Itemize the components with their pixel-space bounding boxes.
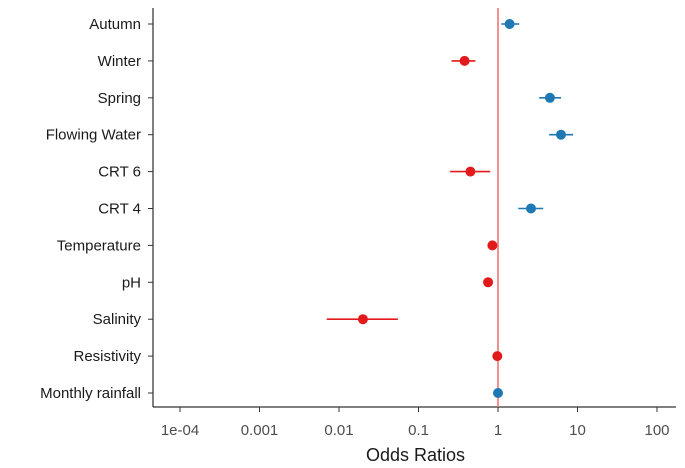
odds-ratio-point — [483, 277, 494, 288]
category-label: Autumn — [89, 16, 141, 33]
category-label: pH — [122, 274, 141, 291]
point-crt-4 — [518, 203, 544, 214]
x-tick-label: 0.1 — [408, 422, 429, 439]
odds-ratio-point — [357, 314, 368, 325]
point-ph — [483, 277, 494, 288]
odds-ratio-point — [487, 240, 498, 251]
point-monthly-rainfall — [493, 388, 503, 398]
odds-ratio-point — [492, 351, 503, 362]
point-resistivity — [492, 351, 503, 362]
category-label: Resistivity — [73, 348, 141, 365]
category-label: Flowing Water — [46, 127, 141, 144]
x-tick-label: 1 — [494, 422, 502, 439]
category-label: CRT 6 — [98, 164, 141, 181]
odds-ratio-point — [555, 129, 566, 140]
x-tick-label: 0.01 — [324, 422, 353, 439]
point-spring — [539, 92, 561, 103]
category-label: Salinity — [93, 311, 142, 328]
point-salinity — [326, 314, 398, 325]
category-label: Winter — [98, 53, 141, 70]
category-label: Temperature — [57, 237, 141, 254]
odds-ratio-point — [465, 166, 476, 177]
point-flowing-water — [549, 129, 574, 140]
point-crt-6 — [450, 166, 491, 177]
odds-ratio-point — [459, 55, 470, 66]
x-tick-label: 1e-04 — [161, 422, 199, 439]
category-labels: Autumn Winter Spring Flowing Water CRT 6 CRT … — [40, 16, 141, 402]
y-axis-ticks — [148, 23, 153, 394]
x-axis-ticks: 1e-04 0.001 0.01 0.1 1 10 100 — [161, 407, 670, 439]
odds-ratio-point — [504, 19, 515, 29]
category-label: CRT 4 — [98, 201, 141, 218]
x-tick-label: 0.001 — [241, 422, 279, 439]
x-tick-label: 100 — [644, 422, 669, 439]
point-winter — [451, 55, 476, 66]
x-axis-title: Odds Ratios — [366, 445, 465, 465]
category-label: Monthly rainfall — [40, 385, 141, 402]
odds-ratio-point — [544, 92, 555, 103]
data-points — [326, 19, 574, 398]
odds-ratio-point — [493, 388, 503, 398]
category-label: Spring — [98, 90, 141, 107]
odds-ratio-point — [525, 203, 536, 214]
plot-area: 1e-04 0.001 0.01 0.1 1 10 100 — [148, 8, 676, 439]
x-tick-label: 10 — [569, 422, 586, 439]
point-temperature — [487, 240, 498, 251]
point-autumn — [501, 19, 520, 29]
